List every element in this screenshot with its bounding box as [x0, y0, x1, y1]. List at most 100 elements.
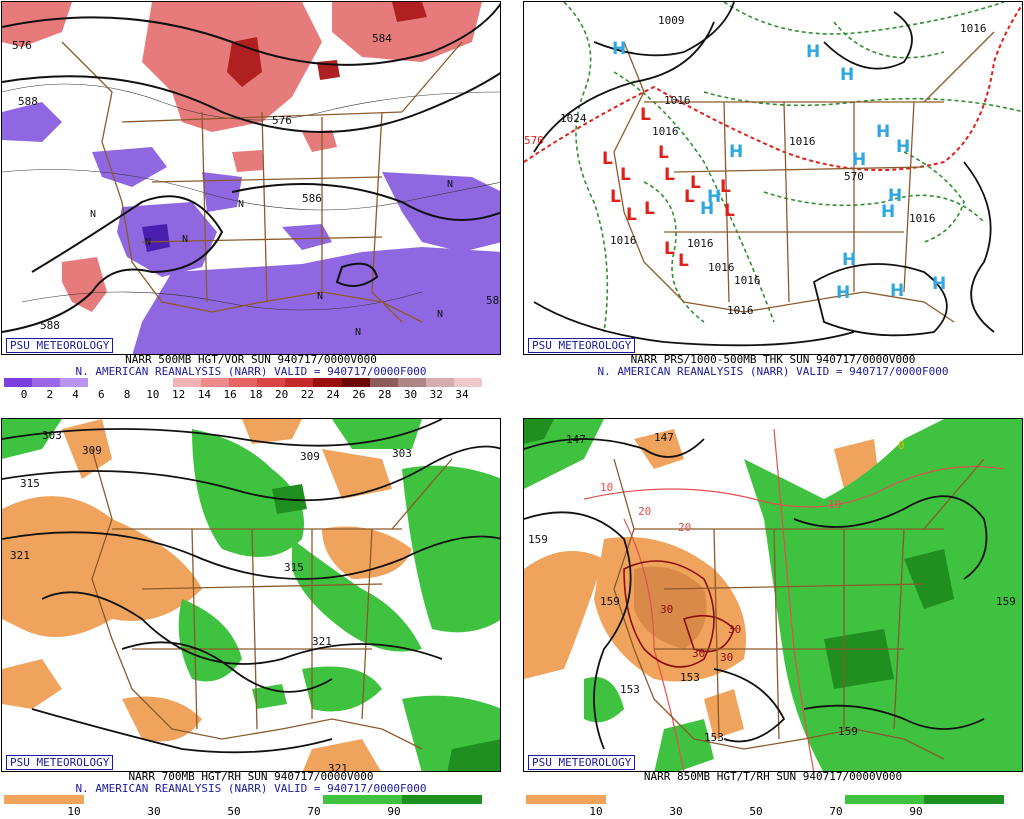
contour-label: 1016: [652, 125, 679, 138]
map-pressure: 1009 1024 1016 1016 1016 1016 1016 1016 …: [523, 1, 1023, 355]
low-symbol: L: [640, 105, 651, 125]
colorbar-ticks: 10 30 50 70 90: [4, 805, 482, 818]
colorbar-segment: [369, 378, 398, 387]
colorbar-tick-label: 22: [300, 388, 315, 401]
n-marker: N: [145, 237, 151, 248]
colorbar-tick-label: 70: [307, 805, 321, 818]
caption-valid: N. AMERICAN REANALYSIS (NARR) VALID = 94…: [75, 782, 427, 795]
contour-label: 153: [620, 683, 640, 696]
contour-label: 1016: [789, 135, 816, 148]
colorbar-segment: [884, 795, 925, 804]
contour-label: 30: [720, 651, 733, 664]
high-symbol: H: [876, 122, 890, 142]
caption-title: NARR 500MB HGT/VOR SUN 940717/0000V000: [125, 353, 377, 366]
colorbar-segment: [362, 795, 403, 804]
high-symbol: H: [707, 187, 721, 207]
low-symbol: L: [626, 205, 637, 225]
contour-label: 0: [898, 439, 905, 452]
map-700mb: 303 309 315 309 303 321 315 321 321 PSU …: [1, 418, 501, 772]
contour-label: 147: [654, 431, 674, 444]
colorbar-segment: [397, 378, 426, 387]
colorbar-segment: [442, 795, 482, 804]
colorbar-vorticity: [4, 378, 483, 387]
contour-label: 153: [704, 731, 724, 744]
colorbar-tick-label: 6: [97, 388, 105, 401]
contour-labels: 303 309 315 309 303 321 315 321 321: [10, 429, 412, 771]
caption-valid: N. AMERICAN REANALYSIS (NARR) VALID = 94…: [597, 365, 949, 378]
colorbar-segment: [313, 378, 342, 387]
contour-label: 159: [996, 595, 1016, 608]
high-symbol: H: [896, 137, 910, 157]
colorbar-tick-label: 90: [909, 805, 923, 818]
low-symbol: L: [658, 143, 669, 163]
contour-label: 30: [728, 623, 741, 636]
n-marker: N: [355, 327, 361, 338]
height-contours: [2, 419, 500, 754]
low-symbol: L: [724, 201, 735, 221]
contour-label: 309: [82, 444, 102, 457]
colorbar-tick-label: 34: [455, 388, 469, 401]
high-symbol: H: [806, 42, 820, 62]
political-borders: [613, 458, 985, 760]
height-contours: [2, 3, 500, 333]
contour-label: 303: [392, 447, 412, 460]
political-borders: [61, 41, 463, 323]
credit-label: PSU METEOROLOGY: [528, 755, 636, 770]
low-symbol: L: [664, 165, 675, 185]
colorbar-tick-label: 10: [67, 805, 81, 818]
n-marker: N: [238, 199, 244, 210]
contour-label: 10: [828, 498, 841, 511]
credit-label: PSU METEOROLOGY: [6, 338, 114, 353]
panel-pressure-thickness: 1009 1024 1016 1016 1016 1016 1016 1016 …: [522, 0, 1024, 402]
colorbar-segment: [229, 378, 258, 387]
political-borders: [91, 448, 453, 750]
colorbar-tick-label: 14: [197, 388, 211, 401]
caption-valid: N. AMERICAN REANALYSIS (NARR) VALID = 94…: [75, 365, 427, 378]
map-700mb-svg: 303 309 315 309 303 321 315 321 321: [2, 419, 500, 771]
colorbar-ticks: 10 30 50 70 90: [526, 805, 1004, 818]
contour-label: 303: [42, 429, 62, 442]
low-symbol: L: [678, 251, 689, 271]
colorbar-segment: [322, 795, 363, 804]
n-marker: N: [90, 209, 96, 220]
pressure-contours: [533, 2, 995, 347]
colorbar-segment: [83, 795, 124, 804]
contour-label: 1016: [610, 234, 637, 247]
rh-saturated-areas: [524, 419, 954, 689]
contour-label: 147: [566, 433, 586, 446]
high-symbol: H: [888, 186, 902, 206]
colorbar-segment: [203, 795, 243, 804]
colorbar-segment: [257, 378, 286, 387]
high-symbol: H: [890, 281, 904, 301]
colorbar-segment: [645, 795, 686, 804]
colorbar-rh: [526, 795, 1004, 804]
colorbar-tick-label: 20: [275, 388, 289, 401]
colorbar-segment: [454, 378, 483, 387]
contour-label: 570: [524, 134, 544, 147]
colorbar-tick-label: 30: [147, 805, 161, 818]
n-marker: N: [182, 234, 188, 245]
panel-850mb-temp-rh: 147 147 10 20 20 10 159 159 30 30 30 30 …: [522, 417, 1024, 819]
n-marker: N: [437, 309, 443, 320]
high-symbol: H: [881, 202, 895, 222]
contour-label: 10: [600, 481, 613, 494]
high-symbol: H: [729, 142, 743, 162]
colorbar-segment: [4, 795, 44, 804]
colorbar-segment: [341, 378, 370, 387]
contour-label: 159: [528, 533, 548, 546]
contour-label: 570: [844, 170, 864, 183]
colorbar-tick-label: 50: [227, 805, 241, 818]
colorbar-segment: [565, 795, 606, 804]
colorbar-segment: [4, 378, 33, 387]
contour-label: 1016: [960, 22, 987, 35]
colorbar-rh: [4, 795, 482, 804]
colorbar-segment: [123, 795, 164, 804]
colorbar-segment: [685, 795, 726, 804]
temperature-30-contours: [623, 560, 735, 668]
high-symbol: H: [612, 39, 626, 59]
political-borders: [613, 31, 995, 323]
low-symbol: L: [664, 239, 675, 259]
colorbar-segment: [844, 795, 885, 804]
colorbar-tick-label: 10: [589, 805, 603, 818]
map-850mb: 147 147 10 20 20 10 159 159 30 30 30 30 …: [523, 418, 1023, 772]
